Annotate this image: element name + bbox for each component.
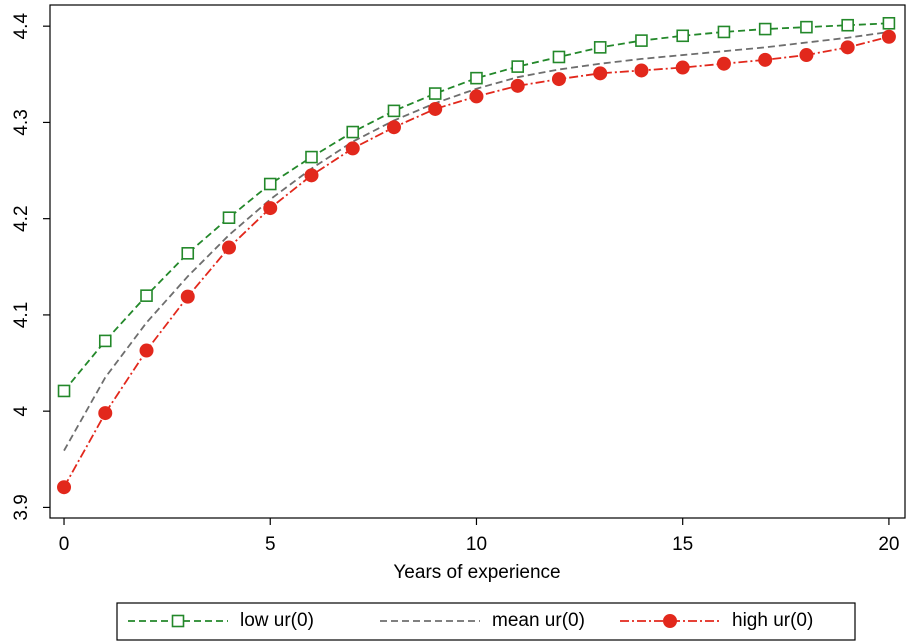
marker: [387, 104, 401, 118]
marker: [882, 16, 896, 30]
marker: [593, 66, 608, 81]
marker: [346, 125, 360, 139]
marker: [98, 334, 112, 348]
marker: [758, 22, 772, 36]
x-axis-title: Years of experience: [393, 562, 560, 583]
x-tick-label: 0: [59, 534, 70, 555]
marker: [511, 60, 525, 73]
marker: [222, 240, 237, 255]
y-tick-label: 4.3: [11, 109, 32, 135]
y-tick-label: 3.9: [11, 494, 32, 520]
marker: [676, 29, 689, 43]
y-tick-label: 4.2: [11, 205, 32, 231]
series-line: [63, 31, 890, 452]
marker: [469, 89, 484, 104]
marker: [841, 18, 854, 32]
y-tick-label: 4.4: [11, 13, 32, 40]
x-tick-label: 15: [672, 534, 693, 555]
marker: [470, 71, 483, 85]
series-line: [63, 22, 889, 392]
marker: [139, 343, 154, 358]
y-tick-label: 4.1: [11, 302, 32, 328]
marker: [57, 384, 71, 398]
marker: [305, 150, 318, 164]
marker: [57, 480, 72, 495]
legend-marker: [663, 614, 677, 628]
marker: [386, 120, 401, 135]
marker: [510, 78, 525, 93]
series-line: [63, 35, 890, 488]
marker: [263, 177, 277, 191]
marker: [98, 406, 113, 421]
marker: [552, 50, 566, 64]
marker: [304, 168, 319, 183]
marker: [345, 141, 360, 156]
marker: [675, 60, 690, 75]
marker: [263, 201, 278, 216]
marker: [180, 289, 195, 304]
marker: [799, 48, 814, 63]
legend-label: mean ur(0): [492, 610, 585, 631]
marker: [758, 52, 773, 67]
marker: [716, 56, 731, 71]
marker: [881, 29, 896, 44]
marker: [428, 87, 442, 100]
x-tick-label: 20: [878, 534, 899, 555]
marker: [222, 211, 236, 225]
marker: [140, 289, 153, 302]
legend-marker: [171, 614, 185, 628]
marker: [840, 40, 855, 55]
marker: [800, 20, 813, 34]
x-tick-label: 5: [265, 534, 276, 555]
y-tick-label: 4: [11, 405, 32, 416]
x-tick-label: 10: [466, 534, 487, 555]
marker: [717, 25, 731, 39]
legend-label: high ur(0): [732, 610, 813, 631]
plot-frame: [49, 4, 906, 519]
marker: [181, 247, 195, 260]
marker: [593, 41, 607, 54]
marker: [551, 72, 566, 87]
marker: [428, 101, 443, 116]
marker: [634, 63, 649, 78]
legend-label: low ur(0): [240, 610, 314, 631]
marker: [635, 34, 648, 47]
legend-frame: [116, 602, 856, 641]
